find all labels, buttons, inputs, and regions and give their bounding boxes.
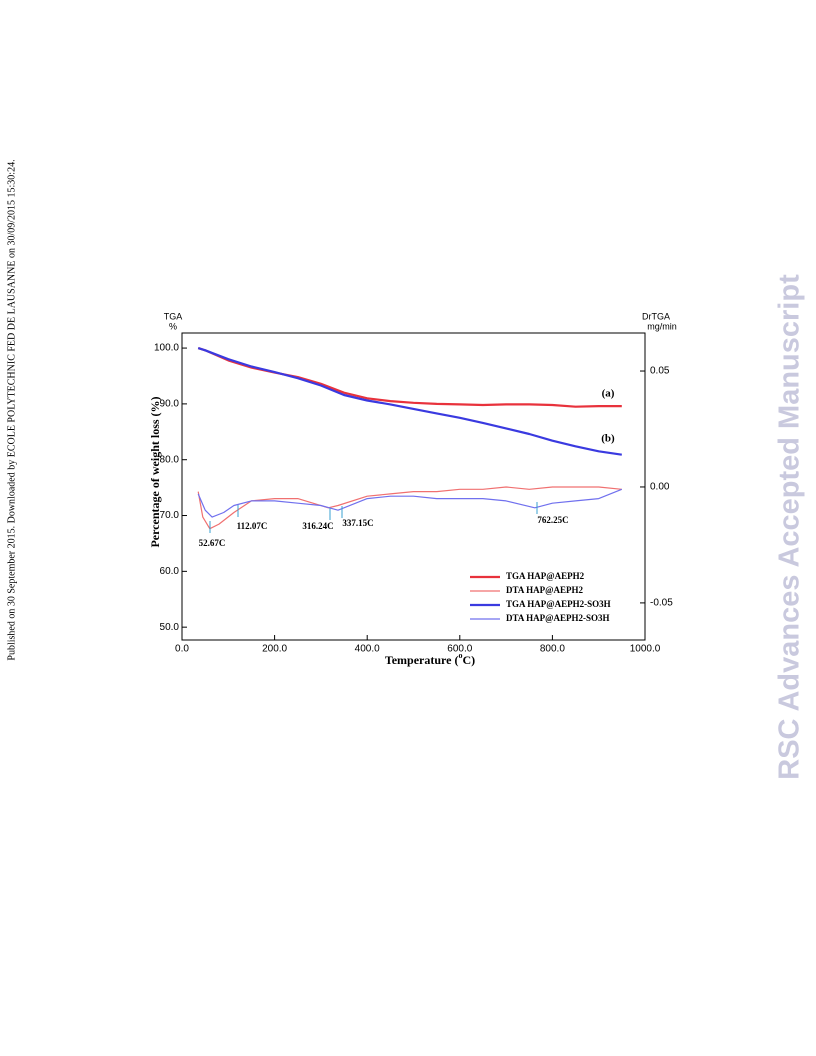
y-tick-label: 50.0 [160,622,180,633]
annotation: 337.15C [342,518,373,528]
y2-axis-title: DrTGA [642,311,670,321]
y2-axis-title: mg/min [647,321,677,331]
series-line [197,347,622,456]
y-axis-title: % [169,321,177,331]
annotation: 112.07C [237,521,268,531]
x-tick-label: 400.0 [355,644,380,655]
y2-tick-label: 0.00 [650,482,670,493]
y-axis-title: TGA [164,311,183,321]
annotation: 52.67C [199,538,226,548]
y-tick-label: 90.0 [160,399,180,410]
y-tick-label: 70.0 [160,510,180,521]
x-tick-label: 200.0 [262,644,287,655]
x-label: Temperature (oC) [385,651,475,666]
x-label-part: o [458,651,462,660]
y-tick-label: 80.0 [160,454,180,465]
x-tick-label: 600.0 [447,644,472,655]
x-label-part: C) [462,653,475,667]
annotation: (a) [602,388,615,400]
series-line [197,486,622,530]
legend-label: DTA HAP@AEPH2-SO3H [506,613,609,623]
x-tick-label: 1000.0 [630,644,661,655]
x-tick-label: 0.0 [175,644,189,655]
y-label: Percentage of weight loss (%) [148,396,162,547]
y2-tick-label: 0.05 [650,366,670,377]
y2-tick-label: -0.05 [650,598,673,609]
legend-label: TGA HAP@AEPH2 [506,571,585,581]
x-label-part: Temperature ( [385,653,459,667]
annotation: 316.24C [302,521,333,531]
y-tick-label: 100.0 [154,343,179,354]
legend-label: TGA HAP@AEPH2-SO3H [506,599,611,609]
series-line [197,347,622,408]
annotation: (b) [601,433,615,445]
annotation: 762.25C [537,515,568,525]
y-tick-label: 60.0 [160,566,180,577]
series-line [197,488,623,518]
x-tick-label: 800.0 [540,644,565,655]
legend-label: DTA HAP@AEPH2 [506,585,583,595]
